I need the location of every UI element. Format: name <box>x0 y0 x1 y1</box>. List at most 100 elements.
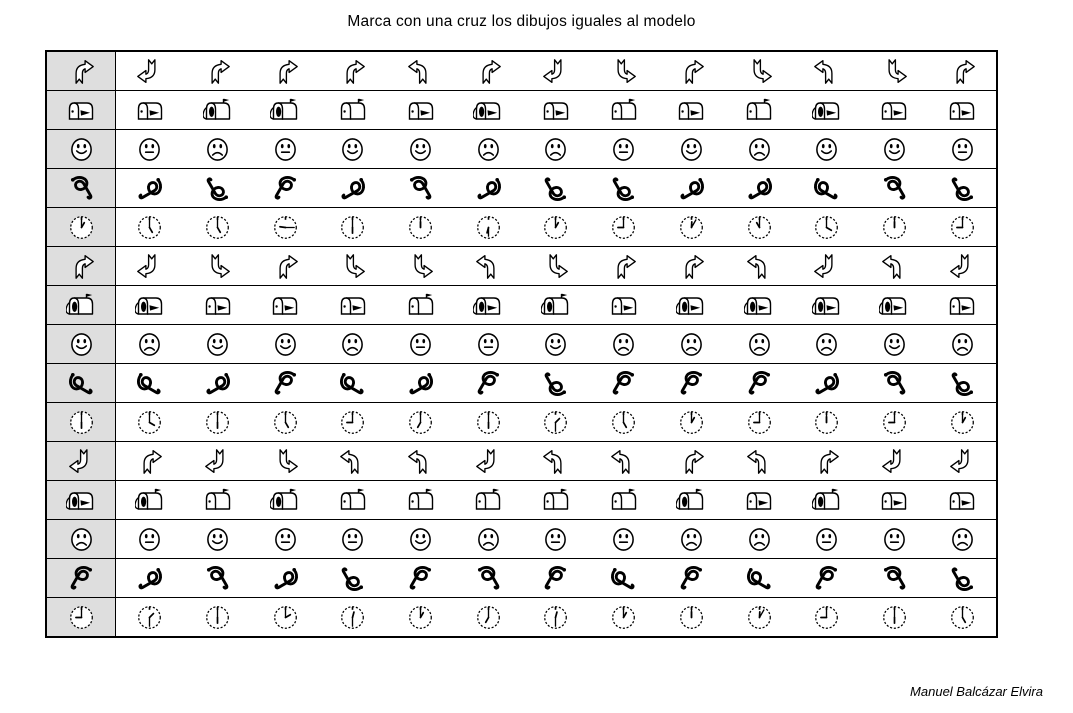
symbol-cell-r6c9[interactable] <box>658 247 726 285</box>
symbol-cell-r15c10[interactable] <box>725 598 793 636</box>
symbol-cell-r14c9[interactable] <box>658 559 726 597</box>
symbol-cell-r3c13[interactable] <box>928 130 996 168</box>
symbol-cell-r13c11[interactable] <box>793 520 861 558</box>
symbol-cell-r8c9[interactable] <box>658 325 726 363</box>
symbol-cell-r2c10[interactable] <box>725 91 793 129</box>
symbol-cell-r4c7[interactable] <box>522 169 590 207</box>
symbol-cell-r15c3[interactable] <box>251 598 319 636</box>
symbol-cell-r10c11[interactable] <box>793 403 861 441</box>
symbol-cell-r7c7[interactable] <box>522 286 590 324</box>
symbol-cell-r10c10[interactable] <box>725 403 793 441</box>
symbol-cell-r6c2[interactable] <box>184 247 252 285</box>
symbol-cell-r11c13[interactable] <box>928 442 996 480</box>
symbol-cell-r7c6[interactable] <box>454 286 522 324</box>
symbol-cell-r2c4[interactable] <box>319 91 387 129</box>
symbol-cell-r9c5[interactable] <box>387 364 455 402</box>
symbol-cell-r5c9[interactable] <box>658 208 726 246</box>
symbol-cell-r12c13[interactable] <box>928 481 996 519</box>
symbol-cell-r3c3[interactable] <box>251 130 319 168</box>
symbol-cell-r1c8[interactable] <box>590 52 658 90</box>
symbol-cell-r13c13[interactable] <box>928 520 996 558</box>
symbol-cell-r8c5[interactable] <box>387 325 455 363</box>
symbol-cell-r2c3[interactable] <box>251 91 319 129</box>
symbol-cell-r11c9[interactable] <box>658 442 726 480</box>
symbol-cell-r12c2[interactable] <box>184 481 252 519</box>
symbol-cell-r8c2[interactable] <box>184 325 252 363</box>
symbol-cell-r7c5[interactable] <box>387 286 455 324</box>
symbol-cell-r1c5[interactable] <box>387 52 455 90</box>
symbol-cell-r13c3[interactable] <box>251 520 319 558</box>
symbol-cell-r6c5[interactable] <box>387 247 455 285</box>
symbol-cell-r5c7[interactable] <box>522 208 590 246</box>
symbol-cell-r1c11[interactable] <box>793 52 861 90</box>
symbol-cell-r1c12[interactable] <box>861 52 929 90</box>
symbol-cell-r8c6[interactable] <box>454 325 522 363</box>
symbol-cell-r4c5[interactable] <box>387 169 455 207</box>
symbol-cell-r12c11[interactable] <box>793 481 861 519</box>
symbol-cell-r13c1[interactable] <box>116 520 184 558</box>
symbol-cell-r12c6[interactable] <box>454 481 522 519</box>
symbol-cell-r11c3[interactable] <box>251 442 319 480</box>
symbol-cell-r7c8[interactable] <box>590 286 658 324</box>
symbol-cell-r6c6[interactable] <box>454 247 522 285</box>
symbol-cell-r1c13[interactable] <box>928 52 996 90</box>
symbol-cell-r2c11[interactable] <box>793 91 861 129</box>
symbol-cell-r13c12[interactable] <box>861 520 929 558</box>
symbol-cell-r11c2[interactable] <box>184 442 252 480</box>
symbol-cell-r15c2[interactable] <box>184 598 252 636</box>
symbol-cell-r12c10[interactable] <box>725 481 793 519</box>
symbol-cell-r10c6[interactable] <box>454 403 522 441</box>
symbol-cell-r4c11[interactable] <box>793 169 861 207</box>
symbol-cell-r2c9[interactable] <box>658 91 726 129</box>
symbol-cell-r5c1[interactable] <box>116 208 184 246</box>
symbol-cell-r5c11[interactable] <box>793 208 861 246</box>
symbol-cell-r2c6[interactable] <box>454 91 522 129</box>
symbol-cell-r15c4[interactable] <box>319 598 387 636</box>
symbol-cell-r5c5[interactable] <box>387 208 455 246</box>
symbol-cell-r10c2[interactable] <box>184 403 252 441</box>
symbol-cell-r1c1[interactable] <box>116 52 184 90</box>
symbol-cell-r14c6[interactable] <box>454 559 522 597</box>
symbol-cell-r10c9[interactable] <box>658 403 726 441</box>
symbol-cell-r9c9[interactable] <box>658 364 726 402</box>
symbol-cell-r12c3[interactable] <box>251 481 319 519</box>
symbol-cell-r4c2[interactable] <box>184 169 252 207</box>
symbol-cell-r13c5[interactable] <box>387 520 455 558</box>
symbol-cell-r13c7[interactable] <box>522 520 590 558</box>
symbol-cell-r9c10[interactable] <box>725 364 793 402</box>
symbol-cell-r8c12[interactable] <box>861 325 929 363</box>
symbol-cell-r14c5[interactable] <box>387 559 455 597</box>
symbol-cell-r13c6[interactable] <box>454 520 522 558</box>
symbol-cell-r2c1[interactable] <box>116 91 184 129</box>
symbol-cell-r8c8[interactable] <box>590 325 658 363</box>
symbol-cell-r15c5[interactable] <box>387 598 455 636</box>
symbol-cell-r4c13[interactable] <box>928 169 996 207</box>
symbol-cell-r14c1[interactable] <box>116 559 184 597</box>
symbol-cell-r8c1[interactable] <box>116 325 184 363</box>
symbol-cell-r1c6[interactable] <box>454 52 522 90</box>
symbol-cell-r7c3[interactable] <box>251 286 319 324</box>
symbol-cell-r12c1[interactable] <box>116 481 184 519</box>
symbol-cell-r9c7[interactable] <box>522 364 590 402</box>
symbol-cell-r14c8[interactable] <box>590 559 658 597</box>
symbol-cell-r11c11[interactable] <box>793 442 861 480</box>
symbol-cell-r1c4[interactable] <box>319 52 387 90</box>
symbol-cell-r10c13[interactable] <box>928 403 996 441</box>
symbol-cell-r7c9[interactable] <box>658 286 726 324</box>
symbol-cell-r8c4[interactable] <box>319 325 387 363</box>
symbol-cell-r15c12[interactable] <box>861 598 929 636</box>
symbol-cell-r9c4[interactable] <box>319 364 387 402</box>
symbol-cell-r5c10[interactable] <box>725 208 793 246</box>
symbol-cell-r14c3[interactable] <box>251 559 319 597</box>
symbol-cell-r12c5[interactable] <box>387 481 455 519</box>
symbol-cell-r15c13[interactable] <box>928 598 996 636</box>
symbol-cell-r5c13[interactable] <box>928 208 996 246</box>
symbol-cell-r9c11[interactable] <box>793 364 861 402</box>
symbol-cell-r14c4[interactable] <box>319 559 387 597</box>
symbol-cell-r3c5[interactable] <box>387 130 455 168</box>
symbol-cell-r7c11[interactable] <box>793 286 861 324</box>
symbol-cell-r9c12[interactable] <box>861 364 929 402</box>
symbol-cell-r7c12[interactable] <box>861 286 929 324</box>
symbol-cell-r6c1[interactable] <box>116 247 184 285</box>
symbol-cell-r9c13[interactable] <box>928 364 996 402</box>
